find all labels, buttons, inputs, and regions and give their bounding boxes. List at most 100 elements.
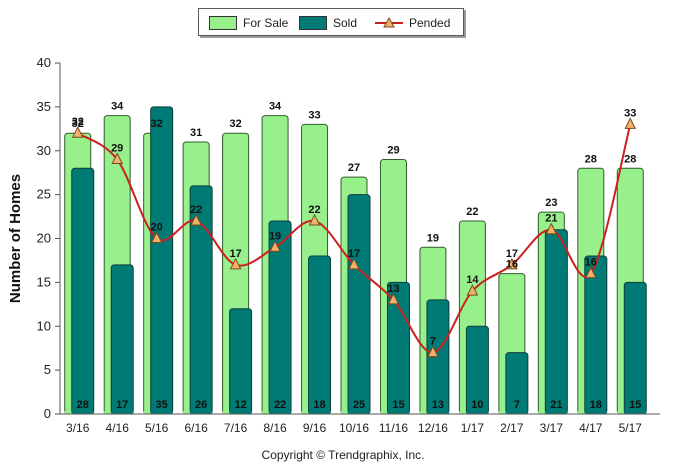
pended-value-label: 17 — [506, 248, 518, 260]
pended-line-icon — [375, 16, 403, 28]
sold-value-label: 18 — [313, 399, 325, 411]
legend: For Sale Sold Pended — [198, 8, 464, 36]
y-tick-label: 10 — [37, 318, 51, 333]
pended-line-group — [71, 117, 637, 358]
for-sale-value-label: 34 — [269, 101, 282, 113]
x-tick-label: 3/16 — [66, 421, 90, 435]
pended-marker — [111, 152, 124, 165]
data-labels: 32 34 32 31 32 34 33 27 29 19 22 16 23 28 28 28 17 35 26 12… — [72, 101, 642, 411]
for-sale-value-label: 19 — [427, 232, 439, 244]
x-tick-label: 10/16 — [339, 421, 369, 435]
for-sale-value-label: 33 — [308, 109, 320, 121]
sold-bar-base — [545, 411, 568, 414]
sold-bar-base — [190, 411, 213, 414]
sold-value-label: 13 — [432, 399, 444, 411]
sold-bar-base — [584, 411, 607, 414]
sold-bar — [150, 106, 174, 415]
axes: 0 5 10 15 20 25 30 35 40 Number of Homes 3/16 4/16 5… — [7, 55, 660, 435]
sold-value-label: 26 — [195, 399, 207, 411]
for-sale-value-label: 29 — [387, 145, 399, 157]
for-sale-value-label: 22 — [466, 206, 478, 218]
y-axis-title: Number of Homes — [7, 174, 24, 303]
pended-marker — [506, 257, 518, 270]
sold-value-label: 25 — [353, 399, 365, 411]
pended-marker — [584, 266, 597, 279]
y-tick-label: 0 — [44, 406, 51, 421]
pended-marker — [348, 257, 360, 270]
y-tick-label: 20 — [37, 231, 51, 246]
sold-value-label: 22 — [274, 399, 286, 411]
pended-value-label: 32 — [72, 116, 84, 128]
pended-value-label: 20 — [151, 222, 163, 234]
sold-bar — [71, 167, 95, 415]
sold-value-label: 15 — [392, 399, 404, 411]
x-tick-label: 3/17 — [540, 421, 564, 435]
x-tick-label: 2/17 — [500, 421, 524, 435]
sold-bar-base — [624, 411, 647, 414]
pended-value-label: 13 — [387, 283, 399, 295]
sold-bar — [623, 281, 647, 415]
x-tick-label: 12/16 — [418, 421, 448, 435]
pended-marker — [466, 284, 479, 296]
x-tick-label: 9/16 — [303, 421, 327, 435]
sold-value-label: 21 — [550, 399, 562, 411]
pended-value-label: 19 — [269, 230, 281, 242]
pended-marker — [387, 292, 400, 305]
y-tick-label: 15 — [37, 274, 51, 289]
pended-value-label: 22 — [190, 204, 202, 216]
sold-value-label: 15 — [629, 399, 641, 411]
sold-value-label: 7 — [514, 399, 520, 411]
sold-value-label: 17 — [116, 399, 128, 411]
pended-marker — [308, 213, 321, 226]
for-sale-value-label: 34 — [111, 101, 124, 113]
sold-value-label: 10 — [471, 399, 483, 411]
pended-marker — [269, 240, 281, 252]
y-tick-label: 40 — [37, 55, 51, 70]
x-tick-label: 8/16 — [263, 421, 287, 435]
for-sale-value-label: 23 — [545, 197, 557, 209]
sold-bar — [308, 255, 332, 415]
sold-value-label: 28 — [77, 399, 89, 411]
pended-marker — [150, 231, 163, 243]
pended-value-label: 29 — [111, 143, 123, 155]
x-tick-label: 11/16 — [379, 421, 408, 435]
sold-bar — [584, 255, 608, 415]
sold-bar — [110, 264, 134, 415]
sold-bar-base — [111, 411, 134, 414]
sold-bar-base — [308, 411, 331, 414]
copyright-footer: Copyright © Trendgraphix, Inc. — [0, 448, 686, 462]
legend-label-pended: Pended — [409, 16, 451, 30]
x-tick-label: 7/16 — [224, 421, 248, 435]
for-sale-value-label: 32 — [229, 118, 241, 130]
pended-value-label: 33 — [624, 107, 636, 119]
x-tick-label: 1/17 — [461, 421, 485, 435]
pended-marker — [427, 345, 439, 358]
pended-marker — [71, 126, 84, 138]
legend-label-sold: Sold — [333, 16, 358, 30]
for-sale-value-label: 16 — [506, 259, 518, 271]
pended-value-label: 21 — [545, 213, 557, 225]
sold-bar-base — [150, 411, 173, 414]
x-tick-label: 5/16 — [145, 421, 169, 435]
pended-value-label: 22 — [308, 204, 320, 216]
sold-bar — [544, 229, 568, 415]
sold-bar — [347, 194, 371, 415]
for-sale-value-label: 32 — [151, 118, 163, 130]
sold-bar-base — [387, 411, 410, 414]
pended-marker — [545, 222, 558, 235]
y-tick-label: 5 — [44, 362, 51, 377]
sold-bar-base — [348, 411, 370, 414]
pended-value-label: 17 — [348, 248, 360, 260]
copyright-prefix: Copyright © Trendgraphix, Inc. — [261, 448, 425, 462]
sold-bars — [71, 106, 647, 415]
sold-bar-base — [269, 411, 292, 414]
pended-value-label: 16 — [585, 257, 597, 269]
for-sale-value-label: 28 — [624, 153, 636, 165]
x-tick-label: 6/16 — [184, 421, 208, 435]
pended-marker — [190, 213, 202, 226]
y-tick-label: 30 — [37, 143, 51, 158]
sold-bar-base — [505, 411, 528, 414]
sold-value-label: 35 — [156, 399, 168, 411]
for-sale-swatch — [209, 16, 237, 30]
